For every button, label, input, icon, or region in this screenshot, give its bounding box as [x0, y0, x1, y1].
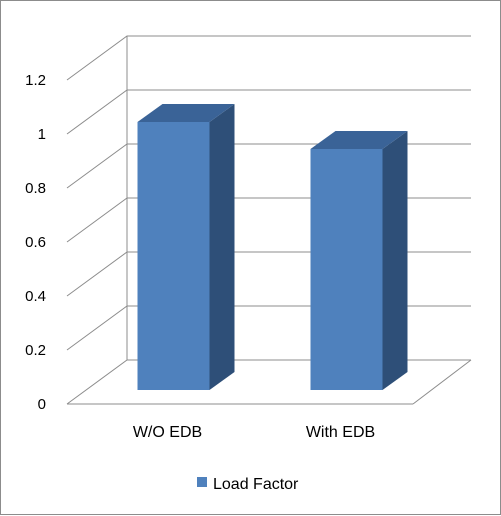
gridline [66, 251, 471, 297]
y-axis-ticks: 0 0.2 0.4 0.6 0.8 1 1.2 [25, 72, 46, 413]
legend: Load Factor [197, 476, 299, 493]
bar-front [137, 122, 210, 390]
floor-right-edge [412, 359, 472, 405]
bars [137, 104, 408, 390]
legend-swatch [197, 477, 207, 487]
gridline [66, 359, 471, 405]
y-tick-label: 0.4 [25, 288, 46, 305]
y-tick-label: 1 [38, 126, 46, 143]
bar-top [137, 104, 235, 122]
y-tick-label: 0.8 [25, 180, 46, 197]
y-tick-label: 0 [38, 396, 46, 413]
gridline [66, 143, 471, 189]
x-category-label: With EDB [306, 424, 375, 441]
x-category-label: W/O EDB [133, 424, 202, 441]
legend-label: Load Factor [213, 476, 299, 493]
gridline [66, 305, 471, 351]
y-tick-label: 0.2 [25, 342, 46, 359]
gridline [66, 89, 471, 135]
bar-side [209, 104, 235, 390]
y-tick-label: 1.2 [25, 72, 46, 89]
bar-top [310, 131, 408, 149]
gridline [66, 35, 471, 81]
gridline [66, 197, 471, 243]
gridlines [66, 35, 472, 405]
x-axis-categories: W/O EDB With EDB [133, 424, 375, 441]
bar-side [382, 131, 408, 390]
y-tick-label: 0.6 [25, 234, 46, 251]
bar-front [310, 149, 383, 390]
